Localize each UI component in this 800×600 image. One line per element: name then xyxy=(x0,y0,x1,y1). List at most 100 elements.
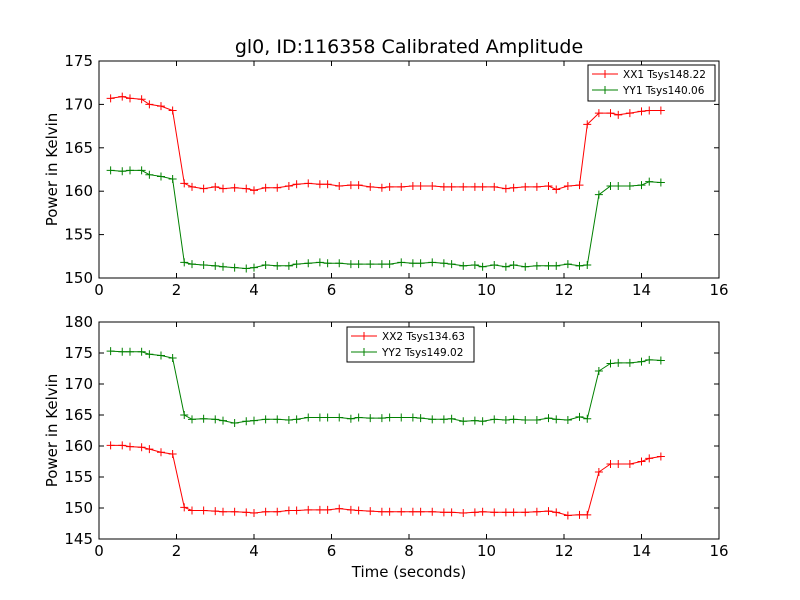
data-point xyxy=(532,507,541,516)
data-point xyxy=(106,347,115,356)
data-point xyxy=(157,351,165,360)
data-point xyxy=(346,260,355,269)
data-point xyxy=(563,415,572,424)
x-tick-label: 12 xyxy=(554,542,573,560)
data-point xyxy=(219,262,227,271)
data-point xyxy=(118,92,127,101)
data-point xyxy=(416,507,425,516)
data-point xyxy=(284,181,293,190)
legend-marker-yy2 xyxy=(360,348,368,356)
data-point xyxy=(242,508,251,517)
data-point xyxy=(575,412,584,421)
data-point xyxy=(470,508,479,517)
y-tick-label: 165 xyxy=(64,406,93,424)
data-point xyxy=(137,443,146,452)
y-tick-label: 145 xyxy=(64,530,93,548)
data-point xyxy=(439,508,448,517)
data-point xyxy=(563,260,572,269)
data-point xyxy=(346,414,355,423)
data-point xyxy=(211,507,220,516)
data-point xyxy=(645,106,654,115)
data-point xyxy=(284,261,293,270)
data-point xyxy=(335,259,344,268)
data-point xyxy=(292,180,301,189)
x-tick-label: 12 xyxy=(554,281,573,299)
data-point xyxy=(439,259,448,268)
data-point xyxy=(521,508,530,517)
data-point xyxy=(428,415,437,424)
data-point xyxy=(385,182,394,191)
data-point xyxy=(230,507,239,516)
data-point xyxy=(354,413,363,422)
data-point xyxy=(656,106,665,115)
data-point xyxy=(273,261,282,270)
data-point xyxy=(304,413,313,422)
data-point xyxy=(408,507,417,516)
data-point xyxy=(335,413,344,422)
x-axis-label: Time (seconds) xyxy=(351,563,467,581)
legend-marker-xx2 xyxy=(360,332,368,340)
data-point xyxy=(397,182,406,191)
data-point xyxy=(606,109,615,118)
data-point xyxy=(544,181,553,190)
data-point xyxy=(397,258,406,267)
data-point xyxy=(199,414,208,423)
data-point xyxy=(501,508,510,517)
data-point xyxy=(583,510,592,519)
legend-label-yy2: YY2 Tsys149.02 xyxy=(381,347,463,359)
x-tick-label: 2 xyxy=(172,281,182,299)
data-point xyxy=(250,263,258,272)
data-point xyxy=(459,417,468,426)
data-point xyxy=(583,120,592,129)
data-point xyxy=(188,182,196,191)
data-point xyxy=(478,182,487,191)
data-point xyxy=(315,413,324,422)
legend-frame xyxy=(587,64,716,102)
data-point xyxy=(563,511,572,520)
data-point xyxy=(137,166,146,175)
data-point xyxy=(428,507,437,516)
data-point xyxy=(416,259,425,268)
data-point xyxy=(625,358,634,367)
data-point xyxy=(521,262,530,271)
data-point xyxy=(408,259,417,268)
data-point xyxy=(439,415,448,424)
legend-entry: YY1 Tsys140.06 xyxy=(592,85,705,97)
data-point xyxy=(637,107,646,116)
data-point xyxy=(478,507,487,516)
data-point xyxy=(145,350,154,359)
data-point xyxy=(532,182,541,191)
data-point xyxy=(509,415,518,424)
data-point xyxy=(552,261,561,270)
chart-title: gl0, ID:116358 Calibrated Amplitude xyxy=(235,36,583,58)
data-point xyxy=(439,182,448,191)
data-point xyxy=(126,166,134,175)
data-point xyxy=(447,414,456,423)
data-point xyxy=(157,102,165,111)
legend-entry: XX2 Tsys134.63 xyxy=(351,331,465,343)
data-point xyxy=(366,507,375,516)
data-point xyxy=(377,260,386,269)
y-tick-label: 170 xyxy=(64,375,93,393)
x-tick-label: 10 xyxy=(477,281,496,299)
chart-calibrated-amplitude-bottom: 0 2 4 6 8 10 12 14 16 145 150 155 160 165 170 175 180 Po… xyxy=(43,313,729,581)
data-point xyxy=(145,170,154,179)
data-point xyxy=(637,181,646,190)
axis-ticks: 0 2 4 6 8 10 12 14 16 145 150 155 160 165 170 175 180 xyxy=(64,313,728,560)
data-point xyxy=(219,184,227,193)
legend-entry: YY2 Tsys149.02 xyxy=(351,347,463,359)
x-tick-label: 10 xyxy=(477,542,496,560)
data-point xyxy=(606,181,615,190)
data-point xyxy=(126,442,134,451)
data-point xyxy=(594,190,603,199)
data-point xyxy=(261,415,270,424)
x-tick-label: 0 xyxy=(94,542,104,560)
x-tick-label: 6 xyxy=(327,281,337,299)
data-point xyxy=(459,182,468,191)
data-point xyxy=(180,179,189,188)
data-point xyxy=(594,468,603,477)
data-point xyxy=(637,457,646,466)
data-point xyxy=(645,454,654,463)
data-point xyxy=(315,180,324,189)
